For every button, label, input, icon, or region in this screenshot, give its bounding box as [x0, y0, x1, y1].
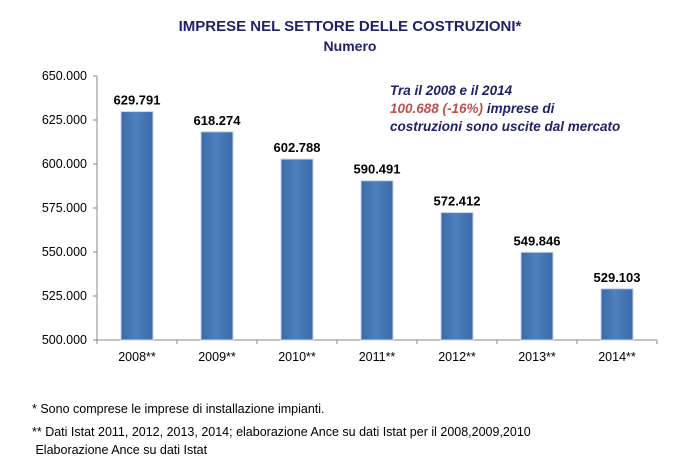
- x-tick-label: 2008**: [118, 350, 156, 364]
- y-tick-label: 625.000: [42, 113, 87, 127]
- annotation-rest: imprese di costruzioni sono uscite dal m…: [390, 101, 621, 134]
- annotation-highlight: 100.688 (-16%): [390, 101, 484, 116]
- y-tick-label: 575.000: [42, 201, 87, 215]
- x-tick-label: 2013**: [518, 350, 556, 364]
- y-tick-label: 650.000: [42, 69, 87, 83]
- bar-2011: [360, 180, 394, 341]
- data-label: 549.846: [514, 233, 561, 248]
- y-tick-label: 600.000: [42, 157, 87, 171]
- chart-subtitle: Numero: [323, 38, 377, 54]
- bar-2009: [200, 131, 234, 341]
- footnote-1: * Sono comprese le imprese di installazi…: [32, 402, 325, 416]
- data-label: 572.412: [434, 194, 481, 209]
- y-tick-label: 525.000: [42, 289, 87, 303]
- bar-2012: [440, 212, 474, 341]
- x-tick-label: 2009**: [198, 350, 236, 364]
- bar-2010: [280, 158, 314, 341]
- footnote-3: Elaborazione Ance su dati Istat: [32, 443, 208, 457]
- x-tick-label: 2012**: [438, 350, 476, 364]
- annotation: Tra il 2008 e il 2014 100.688 (-16%) imp…: [390, 82, 630, 136]
- data-label: 529.103: [594, 270, 641, 285]
- bar-2014: [600, 288, 634, 341]
- x-tick-label: 2010**: [278, 350, 316, 364]
- chart-title: IMPRESE NEL SETTORE DELLE COSTRUZIONI*: [178, 18, 522, 35]
- data-label: 618.274: [194, 113, 242, 128]
- data-label: 590.491: [354, 162, 401, 177]
- y-tick-label: 550.000: [42, 245, 87, 259]
- annotation-line1: Tra il 2008 e il 2014: [390, 83, 513, 98]
- data-label: 629.791: [114, 93, 161, 108]
- x-tick-label: 2014**: [598, 350, 636, 364]
- footnote-2: ** Dati Istat 2011, 2012, 2013, 2014; el…: [32, 425, 531, 439]
- bar-2008: [120, 111, 154, 341]
- y-tick-label: 500.000: [42, 333, 87, 347]
- data-label: 602.788: [274, 140, 321, 155]
- x-tick-label: 2011**: [359, 350, 396, 364]
- bar-2013: [520, 251, 554, 341]
